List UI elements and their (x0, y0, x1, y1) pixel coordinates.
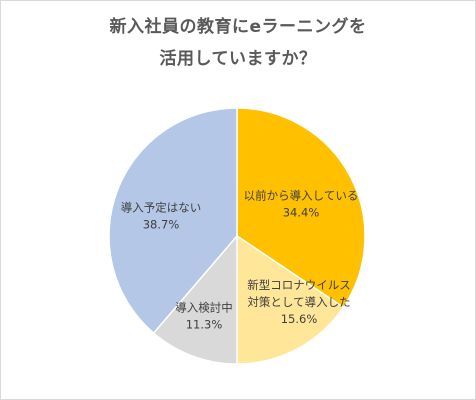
chart-title-line-2: 活用していますか？ (159, 49, 317, 69)
pie-slice-3 (108, 107, 238, 335)
pie-slice-percent-3: 38.7% (143, 218, 180, 232)
pie-slice-percent-2: 11.3% (186, 318, 223, 332)
pie-slice-label-3: 導入予定はない 38.7% (121, 201, 202, 232)
pie-slice-category-1-0: 新型コロナウイルス (247, 278, 351, 292)
pie-slice-label-0: 以前から導入している 34.4% (244, 189, 359, 220)
pie-slice-label-1: 新型コロナウイルス対策として導入した 15.6% (247, 278, 351, 326)
pie-slice-percent-0: 34.4% (283, 206, 320, 220)
pie-slice-percent-1: 15.6% (281, 312, 318, 326)
pie-slice-category-2-0: 導入検討中 (175, 301, 233, 315)
pie-slice-category-3-0: 導入予定はない (121, 201, 202, 215)
pie-slice-category-1-1: 対策として導入した (247, 295, 350, 309)
pie-slice-label-2: 導入検討中 11.3% (175, 301, 233, 332)
pie-slice-2 (152, 233, 238, 365)
pie-slice-1 (236, 234, 345, 365)
pie-slice-0 (236, 107, 366, 309)
pie-labels: 以前から導入している 34.4% 新型コロナウイルス対策として導入した 15.6% 導入… (121, 189, 359, 332)
pie-slices (108, 107, 366, 365)
pie-slice-category-0-0: 以前から導入している (244, 189, 359, 203)
chart-title-line-1: 新入社員の教育にeラーニングを (109, 17, 367, 37)
